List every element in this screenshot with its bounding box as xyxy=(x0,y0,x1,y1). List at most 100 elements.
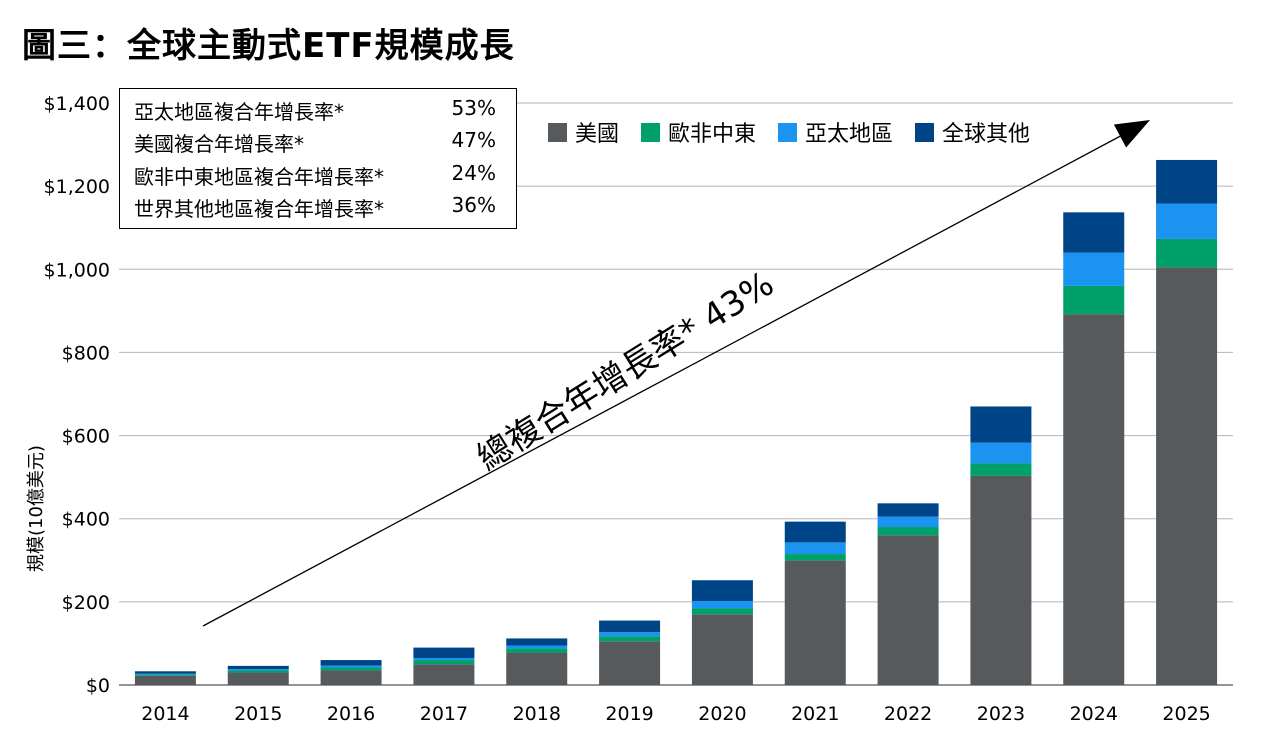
bar-segment xyxy=(506,648,568,653)
bar-segment xyxy=(691,608,753,615)
x-tick-label: 2015 xyxy=(234,703,282,725)
bar-segment xyxy=(506,645,568,649)
bar-segment xyxy=(691,580,753,602)
bar-segment xyxy=(1156,267,1218,685)
bar-segment xyxy=(877,535,939,685)
trend-line xyxy=(202,131,1129,627)
bar-segment xyxy=(877,516,939,528)
bar-segment xyxy=(599,632,661,637)
bar-segment xyxy=(506,652,568,685)
bar-segment xyxy=(413,664,475,685)
legend-item-us: 美國 xyxy=(548,116,619,148)
bar-segment xyxy=(134,674,196,676)
bar-segment xyxy=(1156,159,1218,204)
cagr-label: 世界其他地區複合年增長率* xyxy=(134,197,384,221)
y-tick-label: $1,000 xyxy=(44,259,110,281)
legend-label-apac: 亞太地區 xyxy=(805,122,894,147)
bar-segment xyxy=(784,560,846,685)
bar-segment xyxy=(134,671,196,674)
y-tick-label: $600 xyxy=(62,426,110,448)
cagr-label: 美國複合年增長率* xyxy=(134,132,304,156)
axes: $0 $200 $400 $600 $800 $1,000 $1,200 $1,400 2014… xyxy=(44,93,1233,725)
legend: 美國 歐非中東 亞太地區 全球其他 xyxy=(548,116,1052,148)
trend-arrowhead xyxy=(1113,120,1150,148)
bar-segment xyxy=(970,442,1032,464)
bar-segment xyxy=(970,475,1032,685)
cagr-label: 亞太地區複合年增長率* xyxy=(134,100,344,124)
cagr-value: 47% xyxy=(451,128,496,152)
bar-segment xyxy=(227,672,289,685)
y-tick-label: $400 xyxy=(62,509,110,531)
bar-segment xyxy=(599,641,661,685)
bar-segment xyxy=(877,527,939,536)
trend-arrow xyxy=(202,120,1150,627)
bar-segment xyxy=(877,503,939,517)
bar-segment xyxy=(227,670,289,673)
legend-item-emea: 歐非中東 xyxy=(641,116,756,148)
bar-segment xyxy=(134,673,196,675)
bar-segment xyxy=(691,601,753,609)
x-tick-label: 2018 xyxy=(513,703,561,725)
y-tick-label: $1,400 xyxy=(44,93,110,115)
bar-segment xyxy=(970,406,1032,443)
bar-segment xyxy=(599,636,661,642)
bar-segment xyxy=(1063,252,1125,286)
x-tick-label: 2024 xyxy=(1070,703,1118,725)
bar-segment xyxy=(227,669,289,671)
legend-swatch-other xyxy=(915,122,935,142)
bar-segment xyxy=(413,660,475,665)
legend-swatch-us xyxy=(548,122,567,142)
x-tick-label: 2020 xyxy=(698,703,746,725)
legend-label-us: 美國 xyxy=(575,122,620,147)
bar-segment xyxy=(1156,203,1218,239)
bar-segment xyxy=(320,667,382,671)
bar-segment xyxy=(506,638,568,646)
bar-segment xyxy=(413,657,475,661)
cagr-box: 亞太地區複合年增長率* 53% 美國複合年增長率* 47% 歐非中東地區複合年增… xyxy=(119,88,517,229)
grid-lines xyxy=(119,102,1233,603)
cagr-value: 53% xyxy=(451,96,496,120)
legend-label-other: 全球其他 xyxy=(942,122,1031,147)
cagr-row: 亞太地區複合年增長率* 53% xyxy=(134,96,496,124)
legend-swatch-apac xyxy=(778,122,798,142)
cagr-row: 世界其他地區複合年增長率* 36% xyxy=(134,193,496,221)
bar-segment xyxy=(1063,212,1125,253)
bar-segment xyxy=(320,665,382,668)
y-tick-label: $800 xyxy=(62,342,110,364)
y-tick-label: $1,200 xyxy=(44,176,110,198)
legend-swatch-emea xyxy=(641,122,661,142)
x-tick-label: 2025 xyxy=(1162,703,1210,725)
y-axis-label: 規模(10億美元) xyxy=(26,445,47,572)
bar-segment xyxy=(320,670,382,685)
bar-segment xyxy=(599,620,661,633)
x-tick-label: 2023 xyxy=(977,703,1025,725)
x-tick-label: 2017 xyxy=(420,703,468,725)
x-tick-label: 2014 xyxy=(141,703,189,725)
cagr-value: 36% xyxy=(451,193,496,217)
bar-segment xyxy=(784,554,846,561)
bar-segment xyxy=(784,542,846,555)
cagr-row: 歐非中東地區複合年增長率* 24% xyxy=(134,161,496,189)
bar-segment xyxy=(784,521,846,543)
cagr-value: 24% xyxy=(451,161,496,185)
legend-item-apac: 亞太地區 xyxy=(778,116,893,148)
x-tick-label: 2019 xyxy=(605,703,653,725)
cagr-row: 美國複合年增長率* 47% xyxy=(134,128,496,156)
legend-label-emea: 歐非中東 xyxy=(668,122,757,147)
bar-segment xyxy=(1063,285,1125,315)
x-tick-label: 2016 xyxy=(327,703,375,725)
bar-segment xyxy=(413,647,475,658)
y-tick-label: $200 xyxy=(62,592,110,614)
chart-title: 圖三：全球主動式ETF規模成長 xyxy=(22,26,515,66)
bar-segment xyxy=(691,614,753,685)
bar-segment xyxy=(970,463,1032,476)
x-tick-label: 2021 xyxy=(791,703,839,725)
cagr-label: 歐非中東地區複合年增長率* xyxy=(134,165,384,189)
bar-segment xyxy=(1156,238,1218,268)
bar-segment xyxy=(1063,314,1125,685)
y-tick-label: $0 xyxy=(86,675,110,697)
bars xyxy=(134,159,1218,685)
x-tick-label: 2022 xyxy=(884,703,932,725)
bar-segment xyxy=(227,665,289,670)
